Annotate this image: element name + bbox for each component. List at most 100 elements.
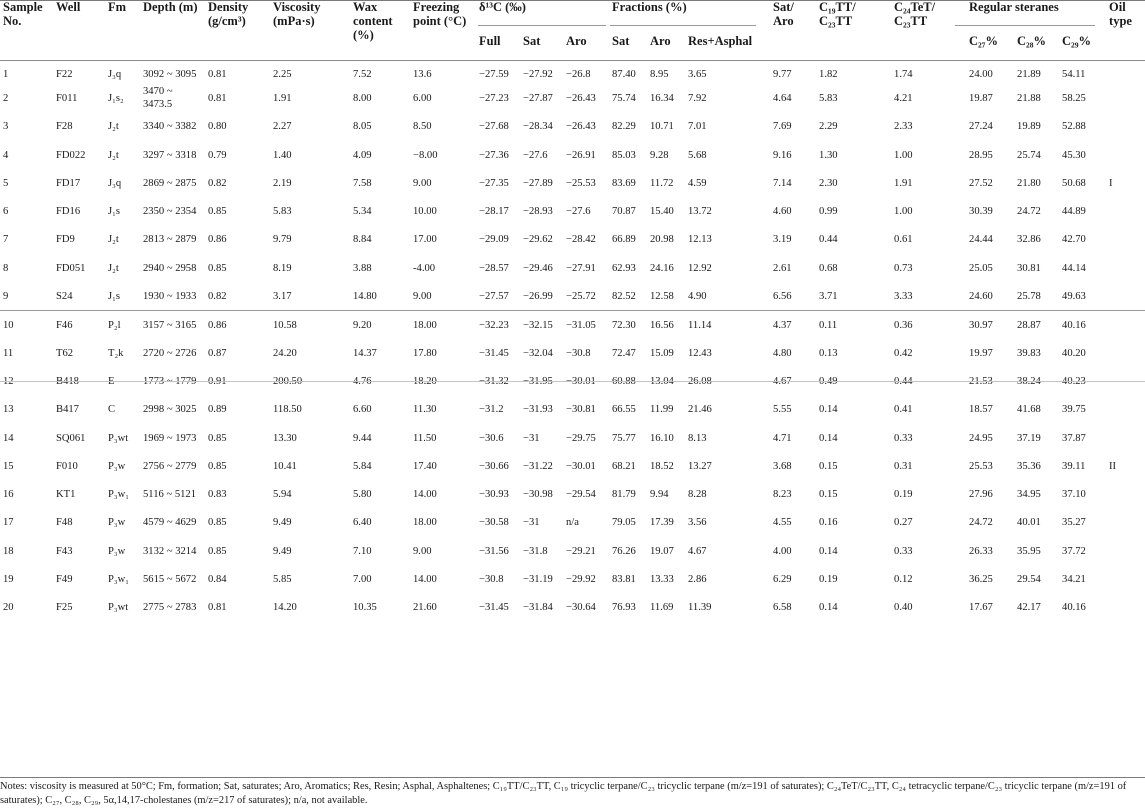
cell-well: F010 — [56, 460, 78, 472]
cell-c27-percent: 17.67 — [969, 602, 993, 614]
cell-c29-percent: 40.16 — [1062, 602, 1086, 614]
cell-c27-percent: 19.87 — [969, 92, 993, 104]
cell-viscosity: 9.79 — [273, 234, 292, 246]
header-depth: Depth (m) — [143, 0, 198, 14]
cell-viscosity: 10.58 — [270, 310, 350, 339]
cell-d13c-full: −27.59 — [479, 68, 509, 80]
cell-c27-percent: 19.97 — [969, 347, 993, 359]
cell-wax-content: 14.37 — [353, 347, 377, 359]
cell-wax-content: 8.00 — [353, 92, 372, 104]
cell-freezing-point: 9.00 — [413, 177, 432, 189]
cell-c27-percent: 36.25 — [969, 573, 993, 585]
cell-wax-content: 8.05 — [353, 121, 372, 133]
cell-c29-percent: 35.27 — [1062, 517, 1086, 529]
cell-fraction-res-asphal: 7.01 — [688, 121, 707, 133]
cell-c28-percent: 32.86 — [1017, 234, 1041, 246]
header-viscosity: Viscosity (mPa·s) — [273, 0, 321, 28]
cell-d13c-sat: −31.84 — [523, 602, 553, 614]
cell-freezing-point: 21.60 — [413, 602, 437, 614]
cell-c24tet-c23tt: 0.73 — [894, 262, 913, 274]
cell-wax-content: 5.84 — [353, 460, 372, 472]
cell-c27-percent: 24.44 — [969, 234, 993, 246]
cell-d13c-sat: −28.34 — [523, 121, 553, 133]
cell-c24tet-c23tt: 0.27 — [894, 517, 913, 529]
cell-c27-percent: 24.95 — [969, 432, 993, 444]
cell-oil-type — [1106, 424, 1145, 452]
cell-sample-no: 4 — [3, 149, 9, 161]
cell-fraction-res-asphal: 8.13 — [688, 432, 707, 444]
cell-d13c-aro: n/a — [566, 517, 579, 529]
cell-d13c-full: −27.23 — [479, 92, 509, 104]
cell-formation: C — [108, 404, 116, 416]
cell-c29-percent: 49.63 — [1062, 290, 1086, 302]
cell-sample-no: 3 — [3, 121, 9, 133]
cell-wax-content: 7.58 — [353, 177, 372, 189]
header-c24tet-c23tt: C₂₄TeT/ C₂₃TT — [894, 0, 936, 28]
table-row: 9 S24 J₁s 1930 ~ 1933 0.82 3.17 14.80 9.00 −27.5… — [0, 282, 1145, 310]
cell-sample-no: 1 — [3, 68, 9, 80]
cell-d13c-sat: −31.8 — [523, 545, 548, 557]
cell-d13c-aro: −29.92 — [566, 573, 596, 585]
cell-fraction-res-asphal: 3.65 — [688, 68, 707, 80]
cell-formation: J₂t — [108, 234, 119, 246]
cell-formation: P₃w — [108, 517, 126, 529]
cell-wax-content: 5.80 — [353, 489, 372, 501]
cell-fraction-res-asphal: 3.56 — [688, 517, 707, 529]
cell-fraction-sat: 76.26 — [612, 545, 636, 557]
cell-c27-percent: 27.52 — [969, 177, 993, 189]
cell-fraction-sat: 83.81 — [612, 573, 636, 585]
cell-d13c-full: −30.66 — [479, 460, 509, 472]
cell-sample-no: 15 — [3, 460, 14, 472]
cell-density: 0.85 — [208, 432, 227, 444]
header-fraction-aro: Aro — [650, 34, 671, 48]
cell-c29-percent: 44.14 — [1062, 262, 1086, 274]
header-freezing-point: Freezing point (°C) — [413, 0, 467, 28]
cell-d13c-sat: −32.15 — [520, 310, 563, 339]
cell-d13c-full: −29.09 — [479, 234, 509, 246]
cell-oil-type — [1106, 84, 1145, 112]
cell-sat-aro: 8.23 — [773, 489, 792, 501]
cell-c19tt-c23tt: 2.30 — [819, 177, 838, 189]
cell-viscosity: 9.49 — [273, 517, 292, 529]
cell-c29-percent: 37.10 — [1062, 489, 1086, 501]
header-sat-aro: Sat/ Aro — [773, 0, 794, 28]
cell-freezing-point: 17.00 — [413, 234, 437, 246]
cell-c19tt-c23tt: 1.30 — [819, 149, 838, 161]
cell-sample-no: 20 — [3, 602, 14, 614]
cell-oil-type — [1106, 226, 1145, 254]
cell-oil-type: II — [1109, 460, 1117, 472]
cell-fraction-res-asphal: 12.43 — [688, 347, 712, 359]
cell-well: S24 — [56, 290, 73, 302]
cell-c24tet-c23tt: 1.00 — [894, 206, 913, 218]
cell-d13c-full: −31.56 — [479, 545, 509, 557]
cell-d13c-full: −31.45 — [479, 347, 509, 359]
cell-fraction-sat: 66.55 — [612, 404, 636, 416]
cell-d13c-sat: −30.98 — [523, 489, 553, 501]
cell-c24tet-c23tt: 1.91 — [894, 177, 913, 189]
cell-sample-no: 5 — [3, 177, 9, 189]
cell-wax-content: 5.34 — [353, 206, 372, 218]
cell-sat-aro: 2.61 — [773, 262, 792, 274]
cell-depth: 3297 ~ 3318 — [143, 149, 197, 161]
cell-d13c-aro: −30.01 — [566, 460, 596, 472]
cell-formation: J₂t — [108, 121, 119, 133]
cell-depth: 2775 ~ 2783 — [143, 602, 197, 614]
header-c29: C₂₉% — [1062, 34, 1092, 48]
cell-d13c-aro: −25.72 — [566, 290, 596, 302]
cell-freezing-point: 9.00 — [413, 290, 432, 302]
cell-sat-aro: 6.58 — [773, 602, 792, 614]
cell-oil-type — [1106, 310, 1145, 339]
header-c19tt-c23tt: C₁₉TT/ C₂₃TT — [819, 0, 856, 28]
cell-well: FD16 — [56, 206, 81, 218]
cell-wax-content: 14.80 — [353, 290, 377, 302]
cell-freezing-point: 17.80 — [413, 347, 437, 359]
cell-c19tt-c23tt: 0.11 — [816, 310, 892, 339]
cell-c19tt-c23tt: 0.16 — [819, 517, 838, 529]
cell-d13c-aro: −30.64 — [566, 602, 596, 614]
header-d13c-aro: Aro — [566, 34, 587, 48]
cell-sat-aro: 4.64 — [773, 92, 792, 104]
cell-fraction-sat: 68.21 — [612, 460, 636, 472]
cell-depth: 5615 ~ 5672 — [143, 573, 197, 585]
cell-d13c-sat: −29.62 — [523, 234, 553, 246]
cell-c27-percent: 27.24 — [969, 121, 993, 133]
